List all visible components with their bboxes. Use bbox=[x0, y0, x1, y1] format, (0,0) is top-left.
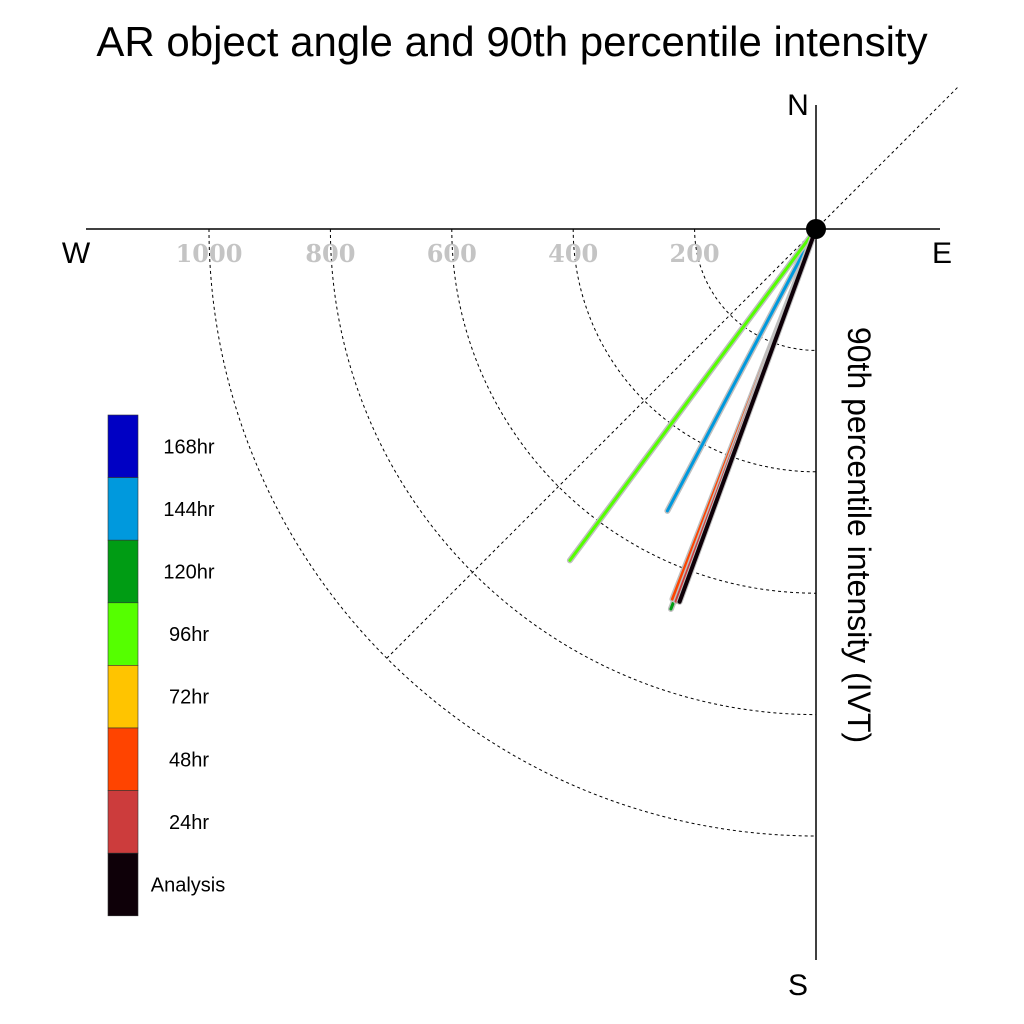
legend-swatch-24hr bbox=[107, 790, 139, 854]
radial-tick-1000: 1000 bbox=[176, 239, 243, 268]
legend-label-168hr: 168hr bbox=[163, 436, 214, 458]
legend-label-120hr: 120hr bbox=[163, 562, 214, 584]
chart-title: AR object angle and 90th percentile inte… bbox=[96, 18, 927, 65]
radial-tick-400: 400 bbox=[548, 239, 598, 268]
legend-swatch-144hr bbox=[107, 477, 139, 541]
legend-label-analysis: Analysis bbox=[151, 875, 225, 897]
y-axis-label: 90th percentile intensity (IVT) bbox=[841, 327, 877, 743]
east-label: E bbox=[932, 237, 952, 270]
radial-tick-600: 600 bbox=[427, 239, 477, 268]
legend-swatch-168hr bbox=[107, 414, 139, 478]
diagonal-reference-line bbox=[386, 87, 958, 659]
grid-arc-400 bbox=[572, 228, 817, 473]
grid-arc-600 bbox=[451, 228, 817, 594]
vector-96hr bbox=[568, 227, 818, 562]
legend-label-144hr: 144hr bbox=[163, 499, 214, 521]
radial-tick-200: 200 bbox=[670, 239, 720, 268]
vector-144hr bbox=[665, 227, 818, 513]
legend-swatch-analysis bbox=[107, 852, 139, 917]
radial-tick-labels: 1000 800 600 400 200 bbox=[176, 239, 720, 268]
radial-tick-800: 800 bbox=[305, 239, 355, 268]
legend-swatch-72hr bbox=[107, 665, 139, 729]
legend-label-24hr: 24hr bbox=[169, 812, 209, 834]
origin-marker bbox=[806, 219, 826, 239]
north-label: N bbox=[787, 89, 809, 122]
legend-label-48hr: 48hr bbox=[169, 749, 209, 771]
polar-grid bbox=[208, 87, 958, 837]
legend-label-96hr: 96hr bbox=[169, 624, 209, 646]
vector-series bbox=[566, 226, 819, 612]
grid-arc-200 bbox=[694, 228, 817, 351]
grid-arc-800 bbox=[329, 228, 817, 716]
south-label: S bbox=[788, 969, 808, 1002]
legend-swatch-96hr bbox=[107, 602, 139, 666]
legend: 168hr 144hr 120hr 96hr 72hr 48hr 24hr Analysis bbox=[107, 414, 225, 917]
west-label: W bbox=[62, 237, 91, 270]
vector-analysis bbox=[677, 227, 818, 604]
legend-swatch-48hr bbox=[107, 727, 139, 791]
legend-label-72hr: 72hr bbox=[169, 687, 209, 709]
legend-swatch-120hr bbox=[107, 539, 139, 604]
